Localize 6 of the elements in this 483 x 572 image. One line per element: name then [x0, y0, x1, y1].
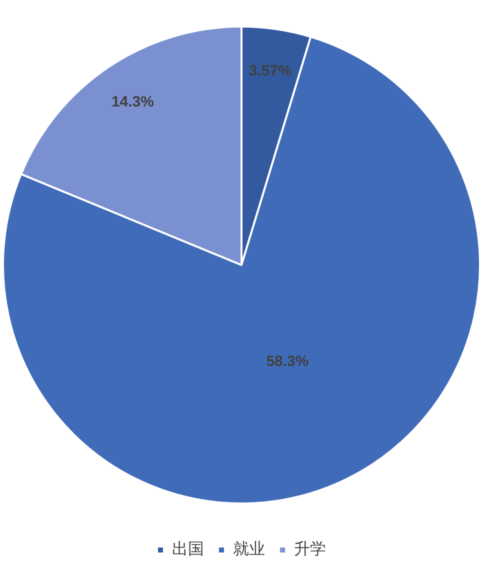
legend-label: 出国	[172, 539, 204, 558]
data-label: 14.3%	[111, 94, 154, 111]
data-label: 58.3%	[266, 353, 309, 370]
legend-label: 升学	[294, 539, 326, 558]
legend-label: 就业	[233, 539, 265, 558]
data-label: 3.57%	[248, 62, 292, 80]
